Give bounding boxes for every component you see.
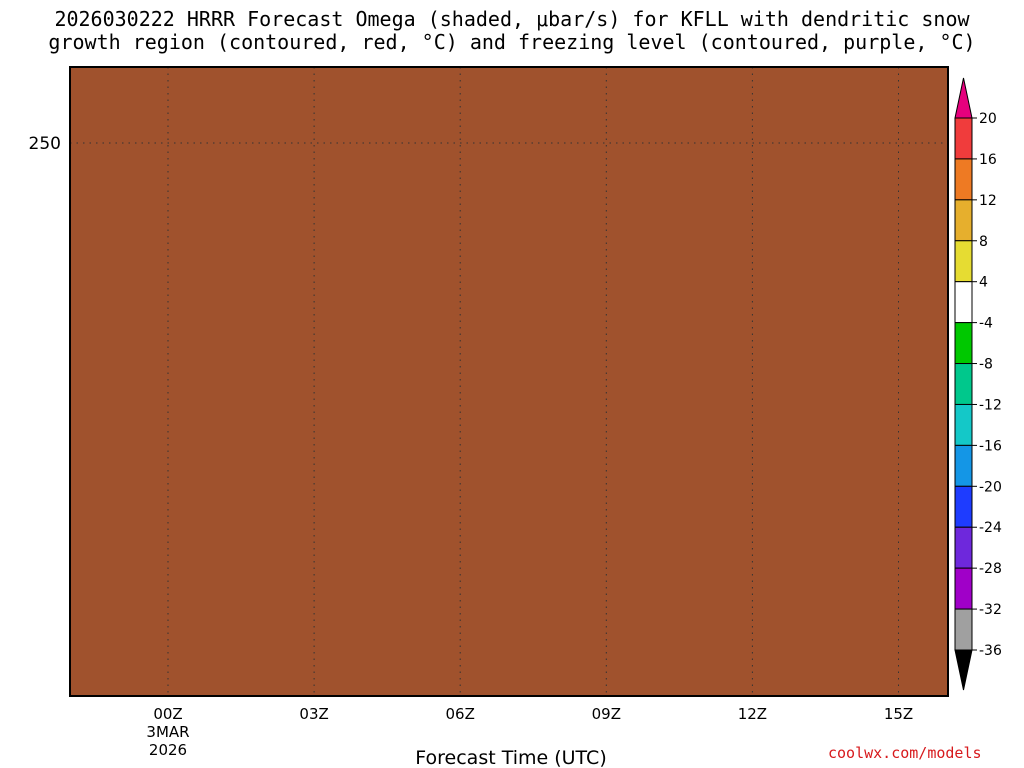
colorbar-label-5: -4 bbox=[979, 316, 993, 332]
colorbar-segment-0 bbox=[954, 117, 973, 160]
axes: 2503003504004505005506006507007508008509… bbox=[29, 66, 949, 768]
colorbar-label-4: 4 bbox=[979, 275, 988, 291]
colorbar-label-7: -12 bbox=[979, 397, 1002, 413]
colorbar-segment-12 bbox=[954, 608, 973, 651]
colorbar-segment-9 bbox=[954, 485, 973, 528]
colorbar-segment-7 bbox=[954, 403, 973, 446]
site-credit: coolwx.com/models bbox=[828, 744, 982, 762]
colorbar-label-0: 20 bbox=[979, 111, 997, 127]
x-tick-label-03Z: 03Z bbox=[299, 705, 328, 723]
colorbar-segment-11 bbox=[954, 567, 973, 610]
y-tick-label-250: 250 bbox=[29, 134, 61, 154]
chart-title-line-2: growth region (contoured, red, °C) and f… bbox=[48, 30, 976, 54]
x-tick-label-12Z: 12Z bbox=[738, 705, 767, 723]
x-tick-sublabel-2026: 2026 bbox=[149, 741, 187, 759]
colorbar-segment-2 bbox=[954, 199, 973, 242]
colorbar-segment-10 bbox=[954, 526, 973, 569]
colorbar-label-10: -24 bbox=[979, 520, 1002, 536]
plot-frame bbox=[69, 66, 949, 697]
colorbar-segment-4 bbox=[954, 281, 973, 324]
colorbar: 20 16 12 8 4 -4 -8 -12 -16 -20 -24 -28 -32 -36 bbox=[954, 77, 1002, 691]
x-tick-sublabel-3MAR: 3MAR bbox=[146, 723, 189, 741]
colorbar-segment-6 bbox=[954, 363, 973, 405]
plot-content: -18-18-18-12-1200 bbox=[70, 0, 948, 696]
colorbar-label-12: -32 bbox=[979, 602, 1002, 618]
colorbar-segment-1 bbox=[954, 158, 973, 201]
x-tick-label-00Z: 00Z bbox=[153, 705, 182, 723]
colorbar-over-arrow bbox=[954, 77, 973, 119]
chart-title: 2026030222 HRRR Forecast Omega (shaded, … bbox=[0, 8, 1024, 54]
colorbar-label-13: -36 bbox=[979, 643, 1002, 659]
x-axis-label: Forecast Time (UTC) bbox=[415, 747, 606, 768]
ground-surface bbox=[70, 67, 948, 696]
colorbar-under-arrow bbox=[954, 649, 973, 691]
colorbar-label-8: -16 bbox=[979, 438, 1002, 454]
x-tick-label-06Z: 06Z bbox=[446, 705, 475, 723]
colorbar-segment-8 bbox=[954, 444, 973, 487]
colorbar-label-1: 16 bbox=[979, 152, 997, 168]
colorbar-segment-5 bbox=[954, 322, 973, 365]
colorbar-label-9: -20 bbox=[979, 479, 1002, 495]
plot-area: -18-18-18-12-1200 bbox=[70, 0, 948, 696]
chart-title-line-1: 2026030222 HRRR Forecast Omega (shaded, … bbox=[54, 7, 970, 31]
colorbar-label-2: 12 bbox=[979, 193, 997, 209]
x-tick-label-15Z: 15Z bbox=[884, 705, 913, 723]
colorbar-label-6: -8 bbox=[979, 357, 993, 373]
colorbar-label-11: -28 bbox=[979, 561, 1002, 577]
omega-positive-center-upper bbox=[451, 0, 583, 66]
colorbar-label-3: 8 bbox=[979, 234, 988, 250]
colorbar-segment-3 bbox=[954, 240, 973, 283]
x-tick-label-09Z: 09Z bbox=[592, 705, 621, 723]
